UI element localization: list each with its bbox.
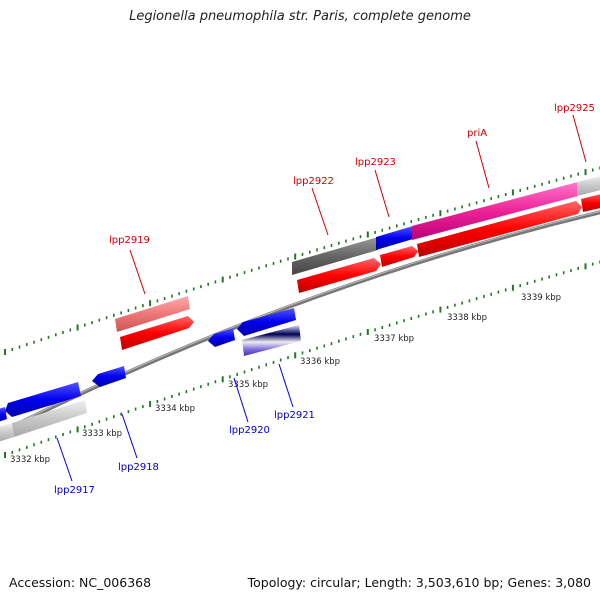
inner-scale-dots <box>4 260 600 458</box>
gene-label-lpp2920: lpp2920 <box>229 425 270 436</box>
cds-arrow-blue-0 <box>0 407 7 422</box>
cds-arrow-red-4 <box>581 194 600 212</box>
gene-label-lpp2923: lpp2923 <box>355 157 396 168</box>
leader-lpp2925 <box>572 114 587 163</box>
kbp-label-3333: 3333 kbp <box>82 429 122 439</box>
leader-lpp2917 <box>56 437 73 482</box>
cds-arrow-blue-3 <box>208 328 235 347</box>
leader-lpp2919 <box>129 249 146 295</box>
leader-priA <box>475 140 490 189</box>
cds-arrow-red-3 <box>417 201 582 257</box>
kbp-label-3332: 3332 kbp <box>10 455 50 465</box>
gene-label-lpp2918: lpp2918 <box>118 462 159 473</box>
gene-block-grey-upper <box>292 237 378 275</box>
gene-block-lightgrey-left <box>0 423 14 442</box>
reverse-gene-label-texts: lpp2917 lpp2918 lpp2920 lpp2921 <box>54 410 315 496</box>
forward-gene-label-texts: lpp2919 lpp2922 lpp2923 priA lpp2925 <box>109 103 595 246</box>
gene-label-priA: priA <box>467 128 487 139</box>
kbp-label-3336: 3336 kbp <box>300 357 340 367</box>
reverse-gene-labels <box>56 363 294 482</box>
leader-lpp2922 <box>311 187 329 236</box>
cds-arrow-red-5 <box>120 316 194 350</box>
cds-arrow-red-1 <box>297 258 381 293</box>
cds-arrow-blue-1 <box>5 382 81 417</box>
kbp-label-3339: 3339 kbp <box>521 293 561 303</box>
genome-summary-text: Topology: circular; Length: 3,503,610 bp… <box>247 575 591 590</box>
gene-block-pink-upper <box>412 182 578 240</box>
gene-block-salmon <box>115 296 190 332</box>
cds-arrow-blue-2 <box>92 366 126 387</box>
genome-backbone <box>0 210 600 436</box>
genome-backbone-highlight <box>0 210 600 433</box>
gene-block-blue-upper <box>376 226 413 250</box>
gene-label-lpp2925: lpp2925 <box>554 103 595 114</box>
gene-label-lpp2917: lpp2917 <box>54 485 95 496</box>
cds-arrow-red-2 <box>380 246 418 267</box>
cds-arrow-blue-4 <box>237 308 296 336</box>
gene-label-lpp2919: lpp2919 <box>109 235 150 246</box>
kbp-label-3335: 3335 kbp <box>228 380 268 390</box>
gene-block-lightgrey-upper <box>577 176 600 196</box>
leader-lpp2923 <box>374 169 390 218</box>
reverse-cds-track <box>0 308 301 442</box>
leader-lpp2921 <box>278 363 294 408</box>
forward-cds-track <box>115 176 600 350</box>
gene-block-lightgrey-lower <box>12 400 87 437</box>
outer-scale-dots <box>4 166 600 355</box>
kbp-label-3334: 3334 kbp <box>155 404 195 414</box>
forward-gene-labels <box>129 114 587 295</box>
gene-block-striped <box>242 325 301 356</box>
kbp-label-3338: 3338 kbp <box>447 313 487 323</box>
gene-label-lpp2921: lpp2921 <box>274 410 315 421</box>
page-title: Legionella pneumophila str. Paris, compl… <box>129 9 471 24</box>
accession-text: Accession: NC_006368 <box>9 575 152 590</box>
gene-label-lpp2922: lpp2922 <box>293 176 334 187</box>
kbp-labels: 3332 kbp 3333 kbp 3334 kbp 3335 kbp 3336… <box>10 293 561 465</box>
kbp-label-3337: 3337 kbp <box>374 334 414 344</box>
leader-lpp2918 <box>121 413 138 459</box>
leader-lpp2920 <box>233 377 249 423</box>
